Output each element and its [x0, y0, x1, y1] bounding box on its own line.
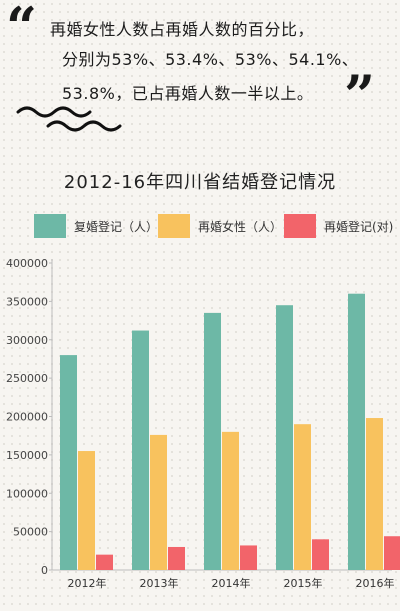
quote-line-3: 53.8%，已占再婚人数一半以上。 [62, 84, 314, 103]
close-quote-mark: ” [344, 63, 376, 127]
x-tick-label: 2015年 [284, 576, 323, 590]
bar-2 [150, 434, 167, 570]
y-tick-label: 150000 [6, 449, 48, 462]
bar-3 [240, 545, 257, 570]
bar-1 [204, 312, 221, 570]
y-tick-label: 50000 [13, 526, 48, 539]
legend-label-2: 再婚女性（人） [198, 220, 283, 234]
bar-2 [366, 418, 383, 570]
bar-3 [96, 554, 113, 570]
decorative-wave-icon [16, 106, 122, 132]
legend-swatch-2 [158, 214, 190, 238]
bar-2 [78, 451, 95, 570]
quote-block: “ 再婚女性人数占再婚人数的百分比， 分别为53%、53.4%、53%、54.1… [4, 0, 396, 134]
y-tick-label: 300000 [6, 334, 48, 347]
y-tick-label: 250000 [6, 372, 48, 385]
x-tick-label: 2014年 [212, 576, 251, 590]
x-tick-label: 2016年 [356, 576, 395, 590]
bar-chart: 0 50000 100000 150000 200000 250000 300000 3500… [6, 257, 400, 590]
quote-line-2: 分别为53%、53.4%、53%、54.1%、 [62, 50, 359, 69]
open-quote-mark: “ [6, 0, 38, 59]
bar-3 [312, 539, 329, 570]
legend-swatch-1 [34, 214, 66, 238]
y-tick-label: 350000 [6, 295, 48, 308]
bar-2 [222, 431, 239, 570]
y-tick-label: 0 [41, 564, 48, 577]
y-tick-label: 100000 [6, 487, 48, 500]
bar-3 [168, 546, 185, 570]
bar-1 [60, 355, 77, 570]
x-tick-label: 2012年 [68, 576, 107, 590]
chart-legend: 复婚登记（人） 再婚女性（人） 再婚登记(对) [0, 214, 400, 240]
x-tick-label: 2013年 [140, 576, 179, 590]
bar-2 [294, 424, 311, 570]
chart-title: 2012-16年四川省结婚登记情况 [63, 172, 337, 193]
legend-label-3: 再婚登记(对) [324, 220, 394, 234]
bar-1 [132, 330, 149, 570]
bar-1 [276, 305, 293, 570]
legend-label-1: 复婚登记（人） [74, 220, 159, 234]
quote-line-1: 再婚女性人数占再婚人数的百分比， [50, 20, 315, 39]
y-tick-label: 400000 [6, 257, 48, 270]
bar-3 [384, 536, 400, 570]
legend-swatch-3 [284, 214, 316, 238]
y-tick-label: 200000 [6, 411, 48, 424]
bar-1 [348, 293, 365, 570]
